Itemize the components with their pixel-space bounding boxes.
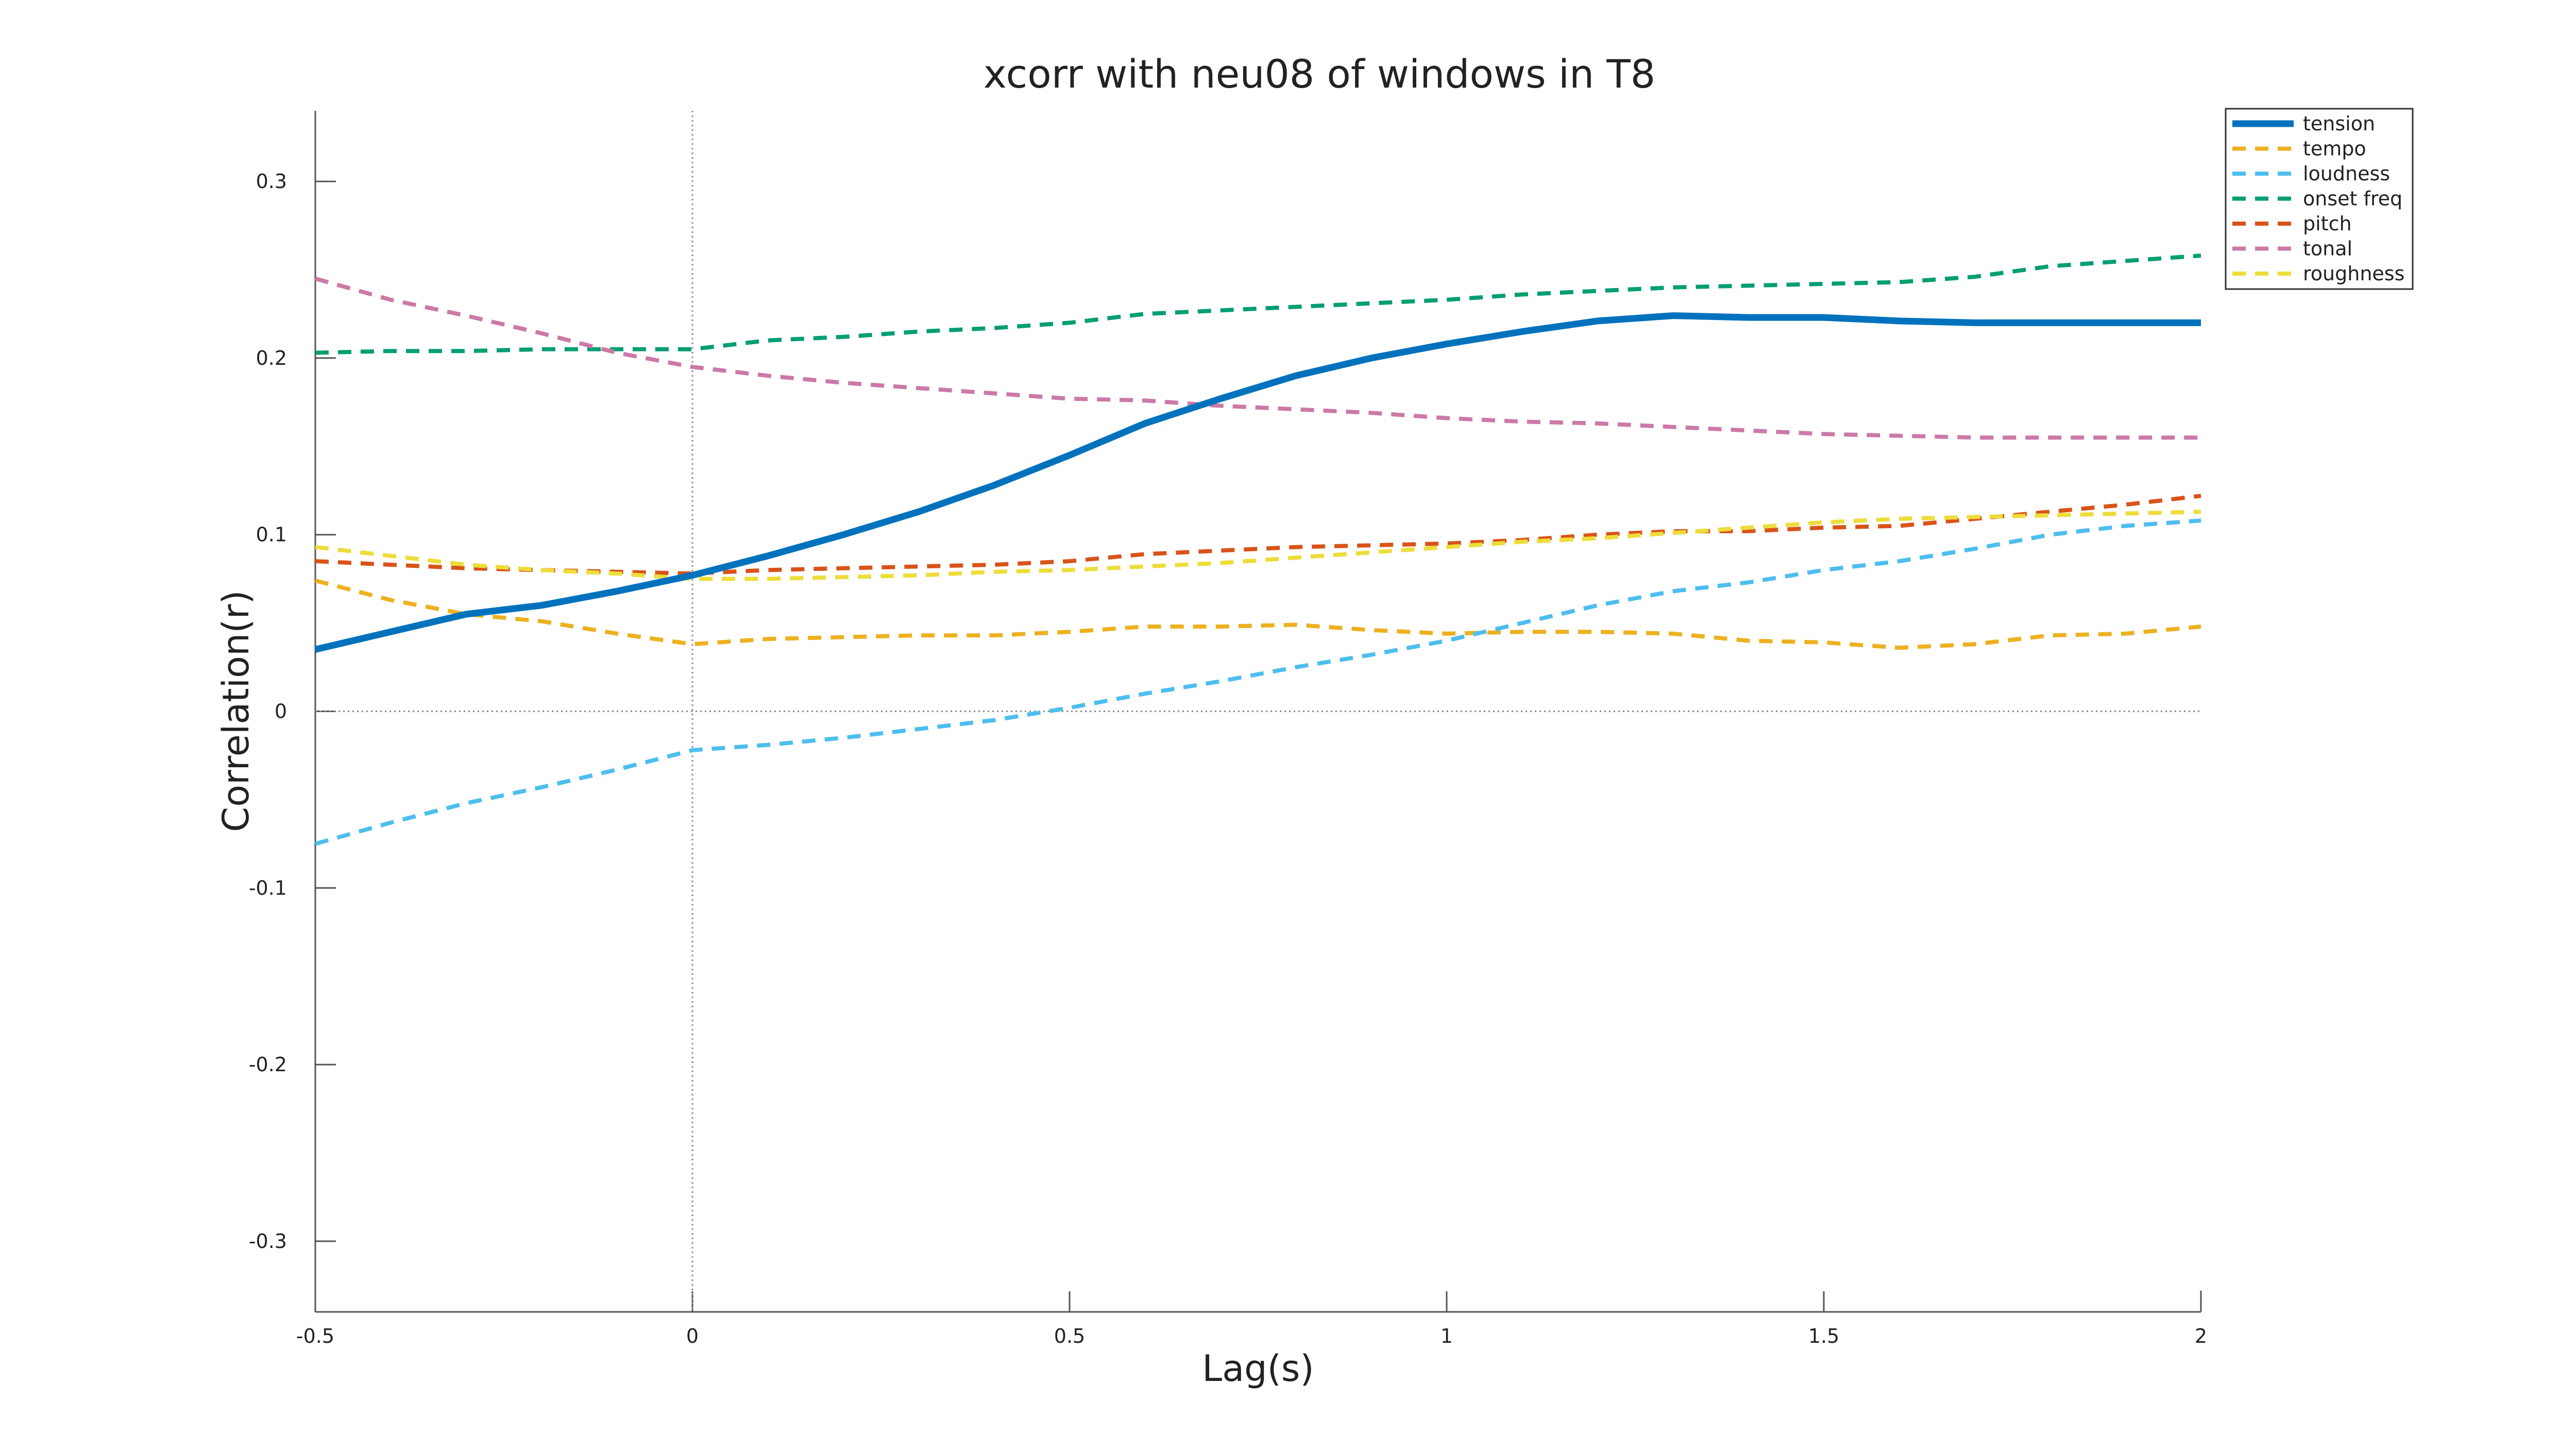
x-tick-label: 0 [686,1325,699,1347]
legend-label: loudness [2303,162,2390,185]
x-tick-label: 0.5 [1054,1325,1085,1347]
series-line-tempo [315,578,2201,650]
series-line-pitch [315,494,2201,576]
series-line-tension [314,312,2201,653]
y-tick-label: 0.1 [256,524,287,546]
x-tick-label: -0.5 [296,1325,334,1347]
y-tick-label: -0.1 [249,876,287,899]
legend-label: onset freq [2303,188,2402,210]
series-line-onset-freq [315,254,2201,355]
y-axis-label: Correlation(r) [215,590,257,832]
x-tick-label: 1 [1440,1325,1453,1347]
y-tick-label: 0.3 [256,170,287,193]
x-tick-label: 2 [2195,1325,2207,1347]
series-line-tonal [314,276,2201,440]
ticks: -0.5 0 0.5 1 1.5 2 0.3 0.2 0.1 0 -0.1 -0.2 -0.3 [249,170,2207,1347]
series-line-roughness [315,510,2201,581]
reference-lines [315,111,2201,1312]
legend-label: tension [2303,112,2375,135]
chart-title: xcorr with neu08 of windows in T8 [984,51,1655,97]
legend-label: tempo [2303,138,2366,160]
legend-label: roughness [2303,262,2404,285]
series-line-loudness [314,518,2201,846]
y-tick-label: 0 [275,700,287,723]
y-tick-label: 0.2 [256,347,287,369]
x-tick-label: 1.5 [1808,1325,1839,1347]
x-axis-label: Lag(s) [1202,1347,1314,1390]
y-tick-label: -0.2 [249,1053,287,1076]
y-tick-label: -0.3 [249,1230,287,1253]
legend-label: tonal [2303,238,2352,260]
legend-label: pitch [2303,212,2352,235]
series-layer [314,254,2201,846]
